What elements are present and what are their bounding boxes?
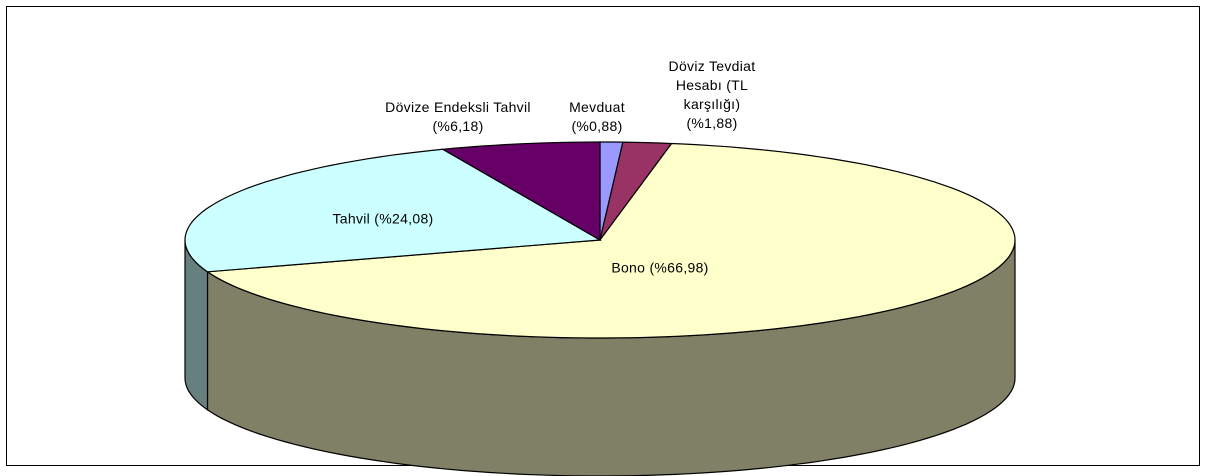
data-label: Dövize Endeksli Tahvil (%6,18): [373, 98, 543, 136]
category-label: Dövize Endeksli Tahvil: [385, 99, 531, 115]
slice: [205, 142, 1016, 339]
category-label: Tahvil: [332, 210, 371, 227]
category-label: Bono: [611, 259, 646, 276]
value-label: (%66,98): [649, 259, 709, 276]
value-label: (%1,88): [686, 115, 738, 131]
slice: [184, 148, 602, 273]
value-label: (%6,18): [432, 118, 484, 134]
data-label: Döviz Tevdiat Hesabı (TL karşılığı) (%1,…: [657, 57, 767, 133]
slice: [440, 141, 601, 242]
value-label: (%0,88): [571, 118, 623, 134]
category-label: Mevduat: [569, 99, 625, 115]
data-label: Mevduat (%0,88): [557, 98, 637, 136]
value-label: (%24,08): [374, 210, 434, 227]
category-label: Döviz Tevdiat Hesabı (TL karşılığı): [668, 58, 756, 112]
data-label: Bono (%66,98): [560, 259, 760, 278]
data-label: Tahvil (%24,08): [283, 210, 483, 229]
